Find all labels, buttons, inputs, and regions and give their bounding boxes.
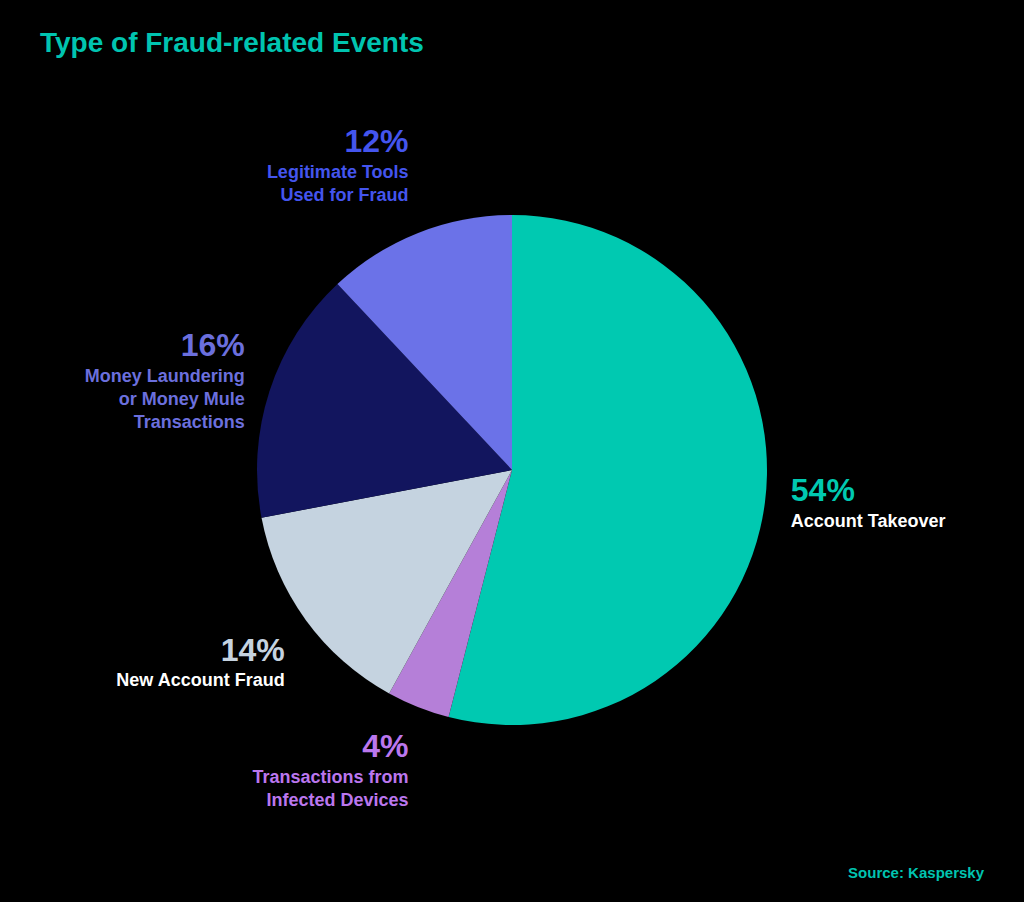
labels: 54% Account Takeover 4% Transactions from In… bbox=[85, 123, 946, 809]
category-label-line: Legitimate Tools bbox=[267, 162, 409, 182]
data-label: 14% bbox=[221, 632, 285, 668]
slice bbox=[337, 215, 512, 470]
category-label: Money Laundering or Money Mule Transaction… bbox=[85, 366, 245, 432]
data-label: 16% bbox=[181, 327, 245, 363]
category-label-line: Used for Fraud bbox=[281, 185, 409, 205]
data-label: 12% bbox=[345, 123, 409, 159]
category-label: Legitimate Tools Used for Fraud bbox=[267, 162, 409, 205]
category-label-line: Money Laundering bbox=[85, 366, 245, 386]
pie bbox=[257, 215, 767, 725]
data-label: 54% bbox=[791, 472, 855, 508]
background bbox=[0, 0, 1024, 902]
category-label-line: or Money Mule bbox=[119, 389, 245, 409]
category-label: Transactions from Infected Devices bbox=[253, 767, 409, 810]
category-label-line: Transactions from bbox=[253, 767, 409, 787]
chart: Type of Fraud-related Events 54% Account T… bbox=[0, 0, 1024, 902]
title: Type of Fraud-related Events bbox=[40, 27, 424, 58]
category-label-line: Account Takeover bbox=[791, 511, 946, 531]
category-label-line: Infected Devices bbox=[266, 790, 408, 810]
category-label-line: New Account Fraud bbox=[116, 670, 284, 690]
category-label: New Account Fraud bbox=[116, 670, 284, 690]
annotation: Source: Kaspersky bbox=[848, 864, 985, 881]
category-label-line: Transactions bbox=[134, 412, 245, 432]
category-label: Account Takeover bbox=[791, 511, 946, 531]
data-label: 4% bbox=[362, 728, 408, 764]
